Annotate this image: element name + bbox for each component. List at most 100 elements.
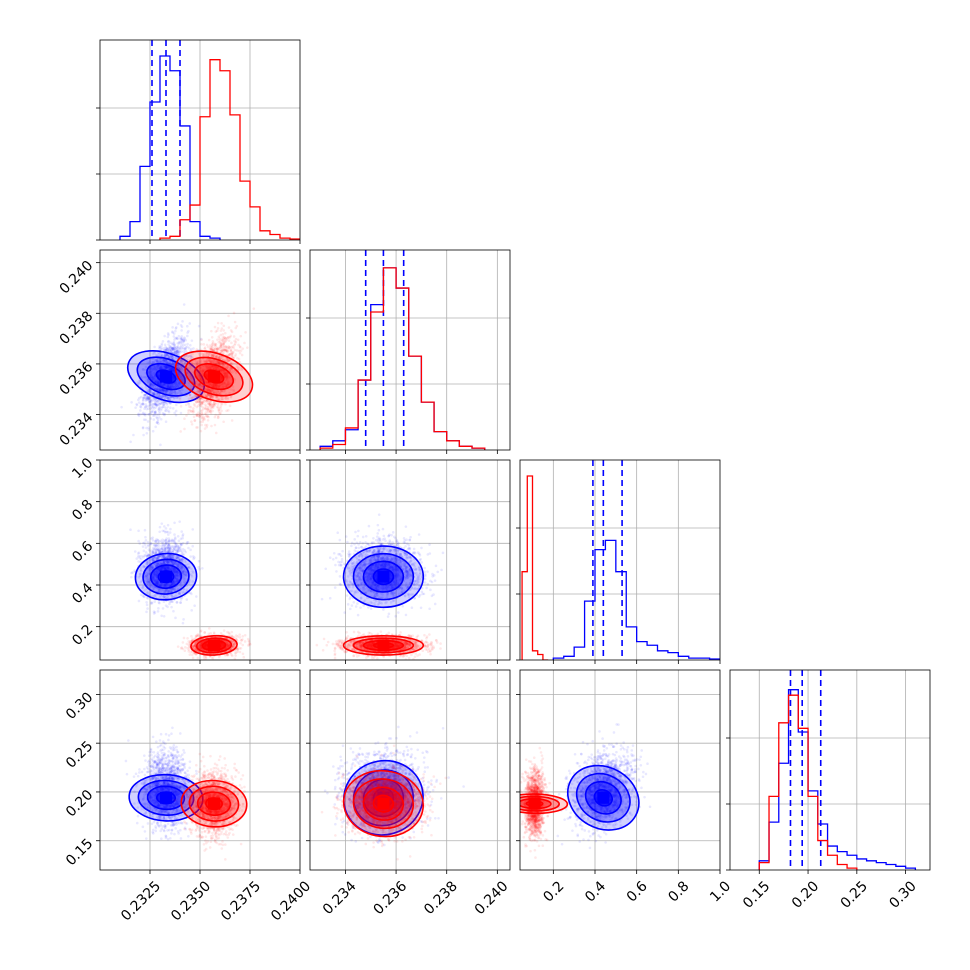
sample-point: [138, 409, 142, 412]
sample-point: [165, 390, 168, 394]
sample-point: [176, 385, 179, 388]
sample-point: [172, 609, 175, 613]
sample-point: [241, 347, 245, 350]
sample-point: [142, 433, 145, 437]
sample-point: [189, 349, 192, 353]
sample-point: [144, 399, 148, 402]
sample-point: [190, 396, 194, 400]
sample-point: [153, 413, 157, 416]
sample-point: [154, 368, 158, 372]
sample-point: [171, 367, 174, 371]
sample-point: [165, 365, 169, 369]
sample-point: [182, 618, 185, 621]
sample-point: [166, 365, 169, 369]
sample-point: [168, 392, 171, 395]
sample-point: [163, 360, 167, 364]
sample-point: [170, 600, 173, 604]
sample-point: [155, 416, 159, 420]
sample-point: [171, 385, 175, 389]
sample-point: [183, 361, 186, 364]
sample-point: [157, 399, 161, 402]
blue-peak-marker: [160, 370, 172, 383]
sample-point: [165, 385, 169, 389]
sample-point: [190, 422, 194, 426]
sample-point: [179, 601, 182, 605]
sample-point: [208, 409, 212, 413]
sample-point: [147, 379, 150, 382]
sample-point: [195, 360, 198, 364]
sample-point: [164, 354, 168, 358]
sample-point: [163, 384, 166, 388]
sample-point: [137, 412, 140, 416]
sample-point: [165, 354, 169, 357]
sample-point: [155, 381, 158, 384]
sample-point: [167, 410, 171, 414]
sample-point: [179, 344, 183, 347]
sample-point: [143, 393, 147, 397]
sample-point: [187, 329, 190, 333]
sample-point: [184, 347, 187, 350]
sample-point: [227, 314, 230, 318]
sample-point: [173, 536, 177, 539]
sample-point: [165, 347, 169, 350]
sample-point: [141, 398, 145, 402]
sample-point: [235, 324, 239, 328]
sample-point: [172, 348, 175, 351]
sample-point: [151, 391, 155, 395]
sample-point: [164, 420, 168, 424]
sample-point: [159, 345, 162, 349]
sample-point: [222, 336, 226, 339]
sample-point: [229, 329, 233, 332]
sample-point: [166, 347, 170, 351]
sample-point: [168, 385, 172, 388]
sample-point: [144, 551, 148, 554]
sample-point: [166, 365, 170, 369]
sample-point: [146, 380, 150, 384]
sample-point: [167, 537, 171, 540]
sample-point: [159, 395, 163, 398]
sample-point: [144, 395, 148, 399]
sample-point: [153, 398, 156, 402]
sample-point: [159, 388, 163, 392]
sample-point: [143, 368, 147, 371]
sample-point: [158, 366, 162, 369]
sample-point: [137, 398, 140, 402]
sample-point: [147, 394, 150, 398]
sample-point: [146, 361, 150, 365]
sample-point: [239, 334, 243, 338]
sample-point: [184, 403, 188, 407]
sample-point: [156, 387, 159, 391]
sample-point: [174, 329, 177, 333]
sample-point: [148, 361, 151, 364]
sample-point: [169, 385, 173, 389]
sample-point: [176, 350, 179, 353]
sample-point: [164, 397, 167, 401]
sample-point: [169, 362, 173, 366]
sample-point: [153, 373, 157, 376]
sample-point: [183, 343, 187, 347]
sample-point: [169, 355, 173, 359]
sample-point: [154, 411, 157, 415]
sample-point: [144, 365, 148, 369]
sample-point: [173, 343, 177, 346]
sample-point: [176, 322, 180, 326]
sample-point: [162, 389, 166, 392]
sample-point: [201, 420, 205, 423]
sample-point: [178, 351, 182, 354]
sample-point: [150, 375, 153, 378]
sample-point: [151, 383, 155, 386]
sample-point: [172, 384, 175, 388]
sample-point: [152, 396, 155, 400]
sample-point: [220, 327, 224, 330]
sample-point: [137, 529, 140, 533]
sample-point: [159, 364, 163, 368]
sample-point: [163, 530, 167, 534]
sample-point: [156, 538, 159, 542]
sample-point: [180, 339, 184, 342]
sample-point: [180, 530, 184, 533]
sample-point: [161, 395, 164, 398]
sample-point: [147, 397, 151, 400]
sample-point: [160, 342, 164, 346]
sample-point: [166, 384, 170, 388]
